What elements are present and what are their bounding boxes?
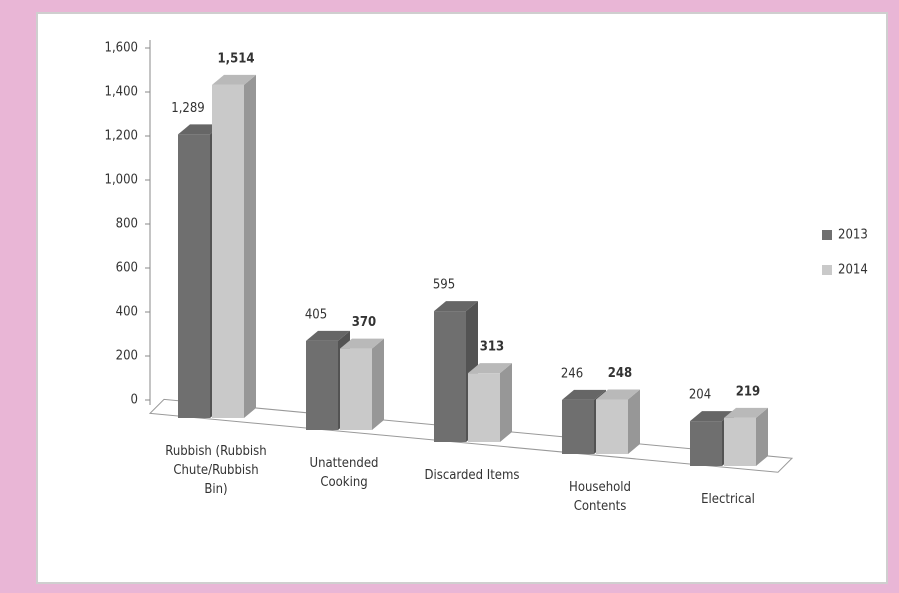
bar-top: [340, 338, 384, 349]
bar: [212, 84, 244, 419]
bar-top: [596, 389, 640, 400]
x-tick-label: Electrical: [701, 492, 755, 507]
y-tick-label: 1,000: [105, 173, 138, 188]
bar: [690, 421, 722, 466]
bar-top: [178, 124, 222, 135]
y-tick-label: 400: [116, 305, 138, 320]
bar-side: [244, 74, 256, 419]
bar-top: [306, 330, 350, 341]
bar: [306, 340, 338, 430]
x-tick-label: Rubbish (Rubbish Chute/Rubbish Bin): [165, 444, 267, 497]
data-label: 1,289: [171, 101, 204, 116]
bar: [724, 417, 756, 466]
bar-side: [372, 338, 384, 430]
bar: [596, 399, 628, 454]
bar-top: [434, 301, 478, 312]
legend-swatch: [822, 230, 832, 240]
y-tick-label: 1,600: [105, 41, 138, 56]
bar-side: [756, 407, 768, 466]
bar-side: [628, 389, 640, 454]
data-label: 595: [433, 278, 455, 293]
data-label: 370: [352, 315, 376, 330]
data-label: 1,514: [218, 51, 255, 66]
legend-label: 2013: [838, 228, 868, 243]
bar: [562, 399, 594, 454]
bar-top: [690, 411, 734, 422]
y-tick-label: 1,400: [105, 85, 138, 100]
bar-top: [468, 363, 512, 374]
bar: [340, 348, 372, 430]
bar-top: [212, 74, 256, 85]
legend-swatch: [822, 265, 832, 275]
y-tick-label: 200: [116, 349, 138, 364]
bar: [434, 311, 466, 442]
bar-side: [500, 363, 512, 442]
legend-label: 2014: [838, 263, 868, 278]
y-tick-label: 600: [116, 261, 138, 276]
y-tick-label: 1,200: [105, 129, 138, 144]
data-label: 248: [608, 366, 632, 381]
bar-top: [562, 389, 606, 400]
data-label: 204: [689, 388, 711, 403]
y-tick-label: 800: [116, 217, 138, 232]
data-label: 405: [305, 307, 327, 322]
data-label: 313: [480, 340, 504, 355]
x-tick-label: Discarded Items: [424, 468, 520, 483]
bar: [468, 373, 500, 442]
bar: [178, 134, 210, 419]
x-tick-label: Unattended Cooking: [309, 456, 379, 490]
data-label: 246: [561, 366, 583, 381]
y-tick-label: 0: [131, 393, 138, 408]
x-tick-label: Household Contents: [569, 480, 631, 514]
bar-top: [724, 407, 768, 418]
data-label: 219: [736, 384, 760, 399]
